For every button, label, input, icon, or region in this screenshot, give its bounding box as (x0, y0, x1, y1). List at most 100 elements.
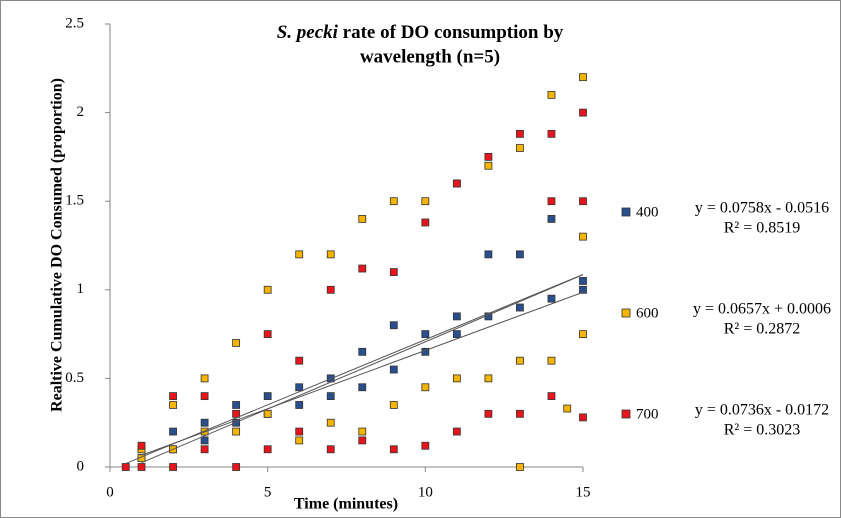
y-tick-label: 1 (77, 281, 85, 297)
data-point (484, 374, 493, 383)
data-point (389, 365, 398, 374)
data-point (452, 312, 461, 321)
data-point (516, 409, 524, 418)
data-point (516, 356, 524, 365)
data-point (547, 129, 556, 138)
data-point (563, 404, 572, 413)
data-point (547, 294, 556, 303)
data-point (516, 463, 524, 471)
data-point (547, 215, 556, 223)
data-point (232, 463, 241, 471)
data-point (421, 197, 430, 206)
trendline (125, 273, 584, 464)
data-point (232, 339, 241, 347)
data-point (121, 463, 130, 471)
x-tick-label: 0 (106, 484, 114, 500)
data-point (452, 179, 461, 188)
data-point (579, 73, 587, 82)
data-point (358, 436, 367, 445)
data-point (232, 401, 241, 409)
data-point (389, 197, 398, 206)
data-point (579, 330, 587, 339)
y-tick-label: 2.5 (65, 15, 84, 31)
data-point (295, 427, 304, 436)
data-point (169, 401, 177, 409)
data-point (452, 427, 461, 436)
data-point (421, 330, 430, 339)
data-point (169, 392, 177, 401)
data-point (169, 463, 177, 471)
x-tick-label: 10 (418, 484, 433, 500)
data-point (421, 218, 430, 227)
y-tick-label: 1.5 (65, 193, 84, 209)
data-point (452, 330, 461, 339)
legend-marker (621, 207, 631, 217)
data-point (358, 264, 367, 273)
x-tick-label: 15 (576, 484, 591, 500)
data-point (421, 441, 430, 450)
data-point (137, 463, 146, 471)
data-point (326, 250, 335, 259)
data-point (547, 197, 556, 206)
data-point (326, 445, 335, 454)
data-point (358, 215, 367, 223)
data-point (579, 232, 587, 241)
legend-label: 600 (636, 305, 659, 321)
trendline-equation: y = 0.0736x - 0.0172 (695, 402, 829, 419)
data-point (579, 277, 587, 285)
x-tick-label: 5 (264, 484, 272, 500)
data-point (263, 330, 272, 339)
y-tick-label: 0.5 (65, 370, 84, 386)
data-point (263, 445, 272, 454)
title-species: S. pecki (277, 22, 339, 43)
chart-title: wavelength (n=5) (360, 46, 500, 67)
data-point (326, 418, 335, 427)
data-point (579, 413, 587, 422)
y-axis-label: Realtive Cumulative DO Consumed (proport… (49, 78, 66, 412)
chart-title: S. pecki rate of DO consumption by (277, 22, 564, 43)
data-point (516, 144, 524, 152)
data-point (263, 409, 272, 418)
data-point (484, 409, 493, 418)
data-point (516, 303, 524, 312)
data-point (200, 445, 209, 454)
data-point (263, 285, 272, 294)
data-point (326, 392, 335, 401)
data-point (452, 374, 461, 383)
trendline-r2: R² = 0.8519 (724, 220, 801, 237)
y-tick-label: 2 (77, 104, 85, 120)
data-point (200, 392, 209, 401)
trendline-equation: y = 0.0657x + 0.0006 (693, 301, 831, 318)
data-point (421, 383, 430, 392)
data-point (547, 90, 556, 99)
data-point (169, 427, 177, 436)
data-point (263, 392, 272, 401)
legend-label: 400 (636, 204, 659, 220)
data-point (295, 401, 304, 409)
data-point (516, 129, 524, 138)
legend-marker (621, 409, 631, 419)
data-point (516, 250, 524, 259)
data-point (358, 347, 367, 356)
data-point (389, 445, 398, 454)
legend-marker (621, 308, 631, 318)
data-point (579, 285, 587, 294)
trendline-equation: y = 0.0758x - 0.0516 (695, 200, 829, 217)
y-tick-label: 0 (77, 458, 85, 474)
data-point (484, 161, 493, 170)
data-point (579, 108, 587, 117)
data-point (389, 401, 398, 409)
data-point (358, 383, 367, 392)
data-point (326, 285, 335, 294)
title-line: rate of DO consumption by (343, 22, 564, 43)
data-point (232, 427, 241, 436)
data-point (358, 427, 367, 436)
data-point (547, 356, 556, 365)
x-axis-label: Time (minutes) (294, 496, 398, 513)
data-point (295, 383, 304, 392)
data-point (547, 392, 556, 401)
data-point (232, 409, 241, 418)
trendline (141, 291, 584, 456)
